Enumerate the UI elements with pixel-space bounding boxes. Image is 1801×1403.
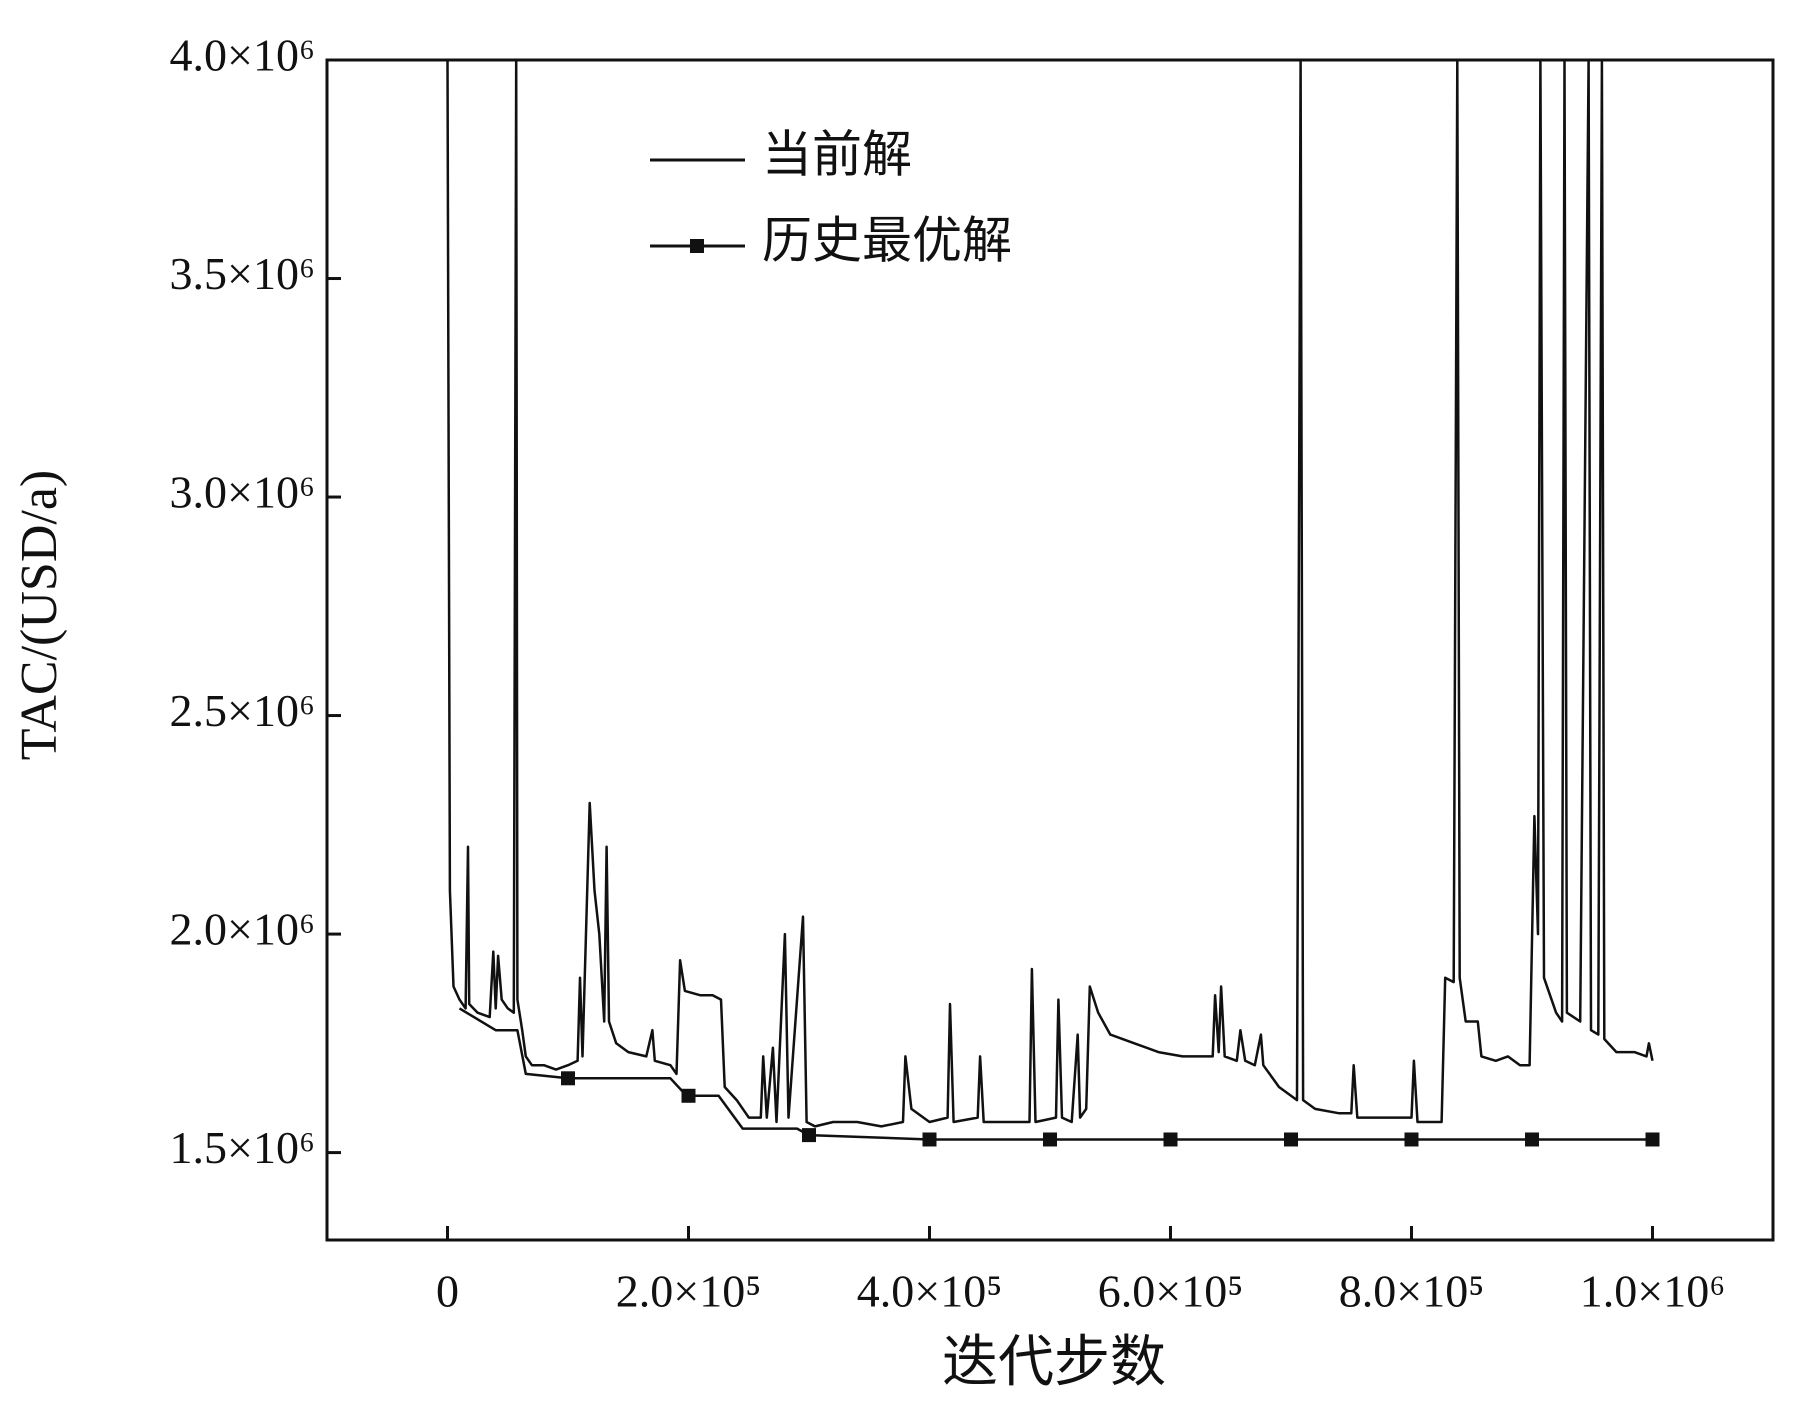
legend-label: 历史最优解	[762, 212, 1012, 268]
y-tick-label: 4.0×10⁶	[170, 30, 315, 81]
series-marker	[1043, 1132, 1057, 1147]
y-tick-label: 2.0×10⁶	[170, 904, 315, 955]
legend-label: 当前解	[762, 126, 912, 182]
series-marker	[802, 1128, 816, 1143]
series-marker	[681, 1088, 696, 1103]
series-marker	[1163, 1132, 1178, 1147]
y-axis-label: TAC/(USD/a)	[11, 470, 68, 760]
x-tick-label: 0	[436, 1266, 459, 1317]
x-tick-label: 8.0×10⁵	[1339, 1266, 1484, 1317]
x-tick-label: 1.0×10⁶	[1580, 1266, 1725, 1317]
x-tick-label: 2.0×10⁵	[616, 1266, 761, 1317]
series-marker	[922, 1132, 937, 1147]
x-axis-label: 迭代步数	[942, 1332, 1166, 1394]
y-tick-label: 1.5×10⁶	[170, 1122, 315, 1173]
series-marker	[1284, 1132, 1298, 1147]
x-tick-label: 6.0×10⁵	[1098, 1266, 1243, 1317]
y-tick-label: 2.5×10⁶	[170, 685, 315, 736]
series-line	[446, 60, 1654, 1128]
series-marker	[1404, 1132, 1419, 1147]
plot-area	[446, 60, 1660, 1147]
series-marker	[1525, 1132, 1539, 1147]
legend-marker	[690, 239, 704, 253]
series-marker	[1645, 1132, 1660, 1147]
series-marker	[561, 1071, 575, 1086]
y-tick-label: 3.0×10⁶	[170, 467, 315, 518]
plot-frame	[325, 58, 1775, 1242]
x-tick-label: 4.0×10⁵	[857, 1266, 1002, 1317]
y-tick-label: 3.5×10⁶	[170, 248, 315, 299]
